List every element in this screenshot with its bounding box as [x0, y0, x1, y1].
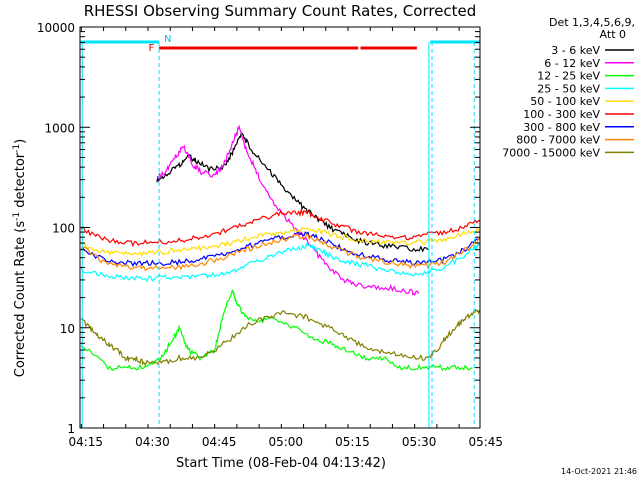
y-tick-label: 100: [52, 222, 75, 236]
series-line-6: [80, 207, 481, 248]
y-tick-label: 10: [60, 322, 75, 336]
legend-header-line-2: Att 0: [600, 28, 626, 41]
y-tick-label: 10000: [37, 21, 75, 35]
series-line-3: [80, 289, 473, 372]
x-tick-label: 05:00: [268, 435, 303, 449]
legend-label: 50 - 100 keV: [530, 95, 600, 108]
legend-header-line-1: Det 1,3,4,5,6,9,: [549, 16, 635, 29]
series-line-5: [81, 227, 481, 257]
x-tick-label: 05:15: [335, 435, 370, 449]
legend-label: 12 - 25 keV: [537, 70, 600, 83]
legend-label: 6 - 12 keV: [544, 57, 600, 70]
x-tick-label: 04:15: [68, 435, 103, 449]
y-axis-label: Corrected Count Rate (s-1 detector-1): [12, 139, 28, 377]
y-axis-label-end: ): [13, 139, 28, 144]
footer-date: 14-Oct-2021 21:46: [561, 467, 637, 476]
y-axis-label-sup2: -1: [12, 144, 22, 153]
x-tick-label: 05:30: [402, 435, 437, 449]
legend-label: 25 - 50 keV: [537, 82, 600, 95]
y-axis-label-sup1: -1: [12, 212, 22, 221]
y-axis-label-mid: detector: [13, 152, 28, 212]
legend-label: 100 - 300 keV: [523, 108, 600, 121]
series-line-4: [80, 242, 481, 283]
x-tick-label: 04:45: [202, 435, 237, 449]
plot-area: FN: [79, 26, 481, 429]
x-tick-label: 05:45: [468, 435, 503, 449]
y-tick-label: 1000: [44, 121, 75, 135]
chart-title: RHESSI Observing Summary Count Rates, Co…: [84, 2, 477, 20]
legend-label: 7000 - 15000 keV: [502, 146, 600, 159]
observing-bars: FN: [80, 34, 480, 428]
x-tick-label: 04:30: [135, 435, 170, 449]
x-axis-label: Start Time (08-Feb-04 04:13:42): [176, 456, 386, 471]
y-axis-label-main: Corrected Count Rate (s: [13, 221, 28, 378]
series-line-1: [156, 131, 429, 253]
night-bar-label: N: [164, 34, 171, 45]
x-axis: 04:15 04:30 04:45 05:00 05:15 05:30 05:45: [68, 27, 503, 449]
series-layer: [80, 124, 481, 372]
series-line-9: [80, 308, 481, 367]
legend-label: 300 - 800 keV: [523, 121, 600, 134]
flare-bar-label: F: [148, 43, 154, 54]
legend-label: 3 - 6 keV: [551, 44, 600, 57]
y-axis: 1 10 100 1000 10000: [37, 21, 480, 436]
y-tick-label: 1: [67, 422, 75, 436]
series-line-8: [80, 233, 481, 272]
series-line-2: [156, 124, 420, 296]
legend-label: 800 - 7000 keV: [516, 134, 600, 147]
